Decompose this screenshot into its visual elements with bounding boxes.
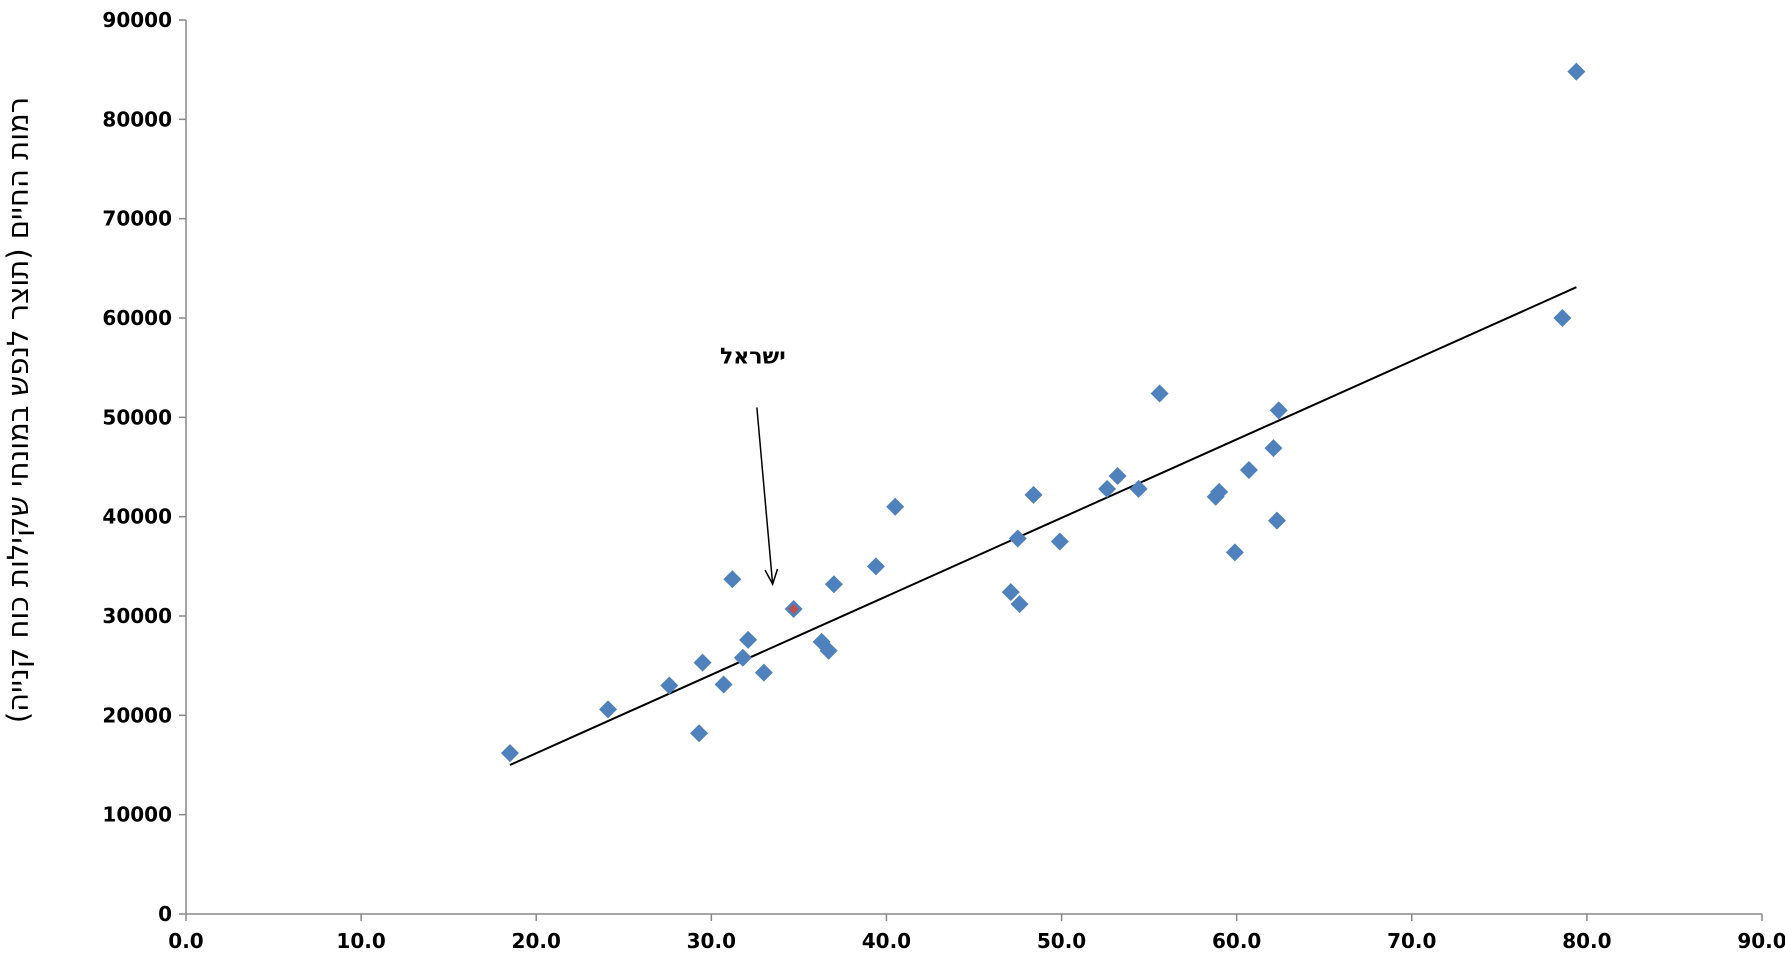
x-tick-label: 20.0 — [512, 929, 561, 953]
data-point — [1050, 532, 1069, 551]
x-tick-label: 60.0 — [1212, 929, 1261, 953]
data-point — [824, 575, 843, 594]
y-tick-label: 30000 — [102, 604, 172, 628]
data-point — [1553, 309, 1572, 327]
y-tick-label: 50000 — [102, 405, 172, 429]
data-point — [1098, 479, 1117, 498]
data-point — [1001, 583, 1020, 602]
y-tick-label: 0 — [158, 902, 172, 926]
x-tick-label: 0.0 — [168, 929, 203, 953]
data-point — [866, 557, 885, 576]
y-tick-label: 10000 — [102, 803, 172, 827]
data-point — [1108, 466, 1127, 485]
data-point — [1269, 401, 1288, 420]
y-axis-ticks: 0 10000 20000 30000 40000 50000 60000 70000 8000… — [102, 8, 186, 926]
data-point — [1267, 511, 1286, 530]
x-tick-label: 80.0 — [1562, 929, 1611, 953]
data-point — [1225, 543, 1244, 562]
annotation-arrow-head — [764, 568, 779, 587]
data-point — [1239, 460, 1258, 479]
data-point — [500, 744, 519, 763]
data-point — [723, 570, 742, 589]
data-points — [500, 62, 1586, 763]
data-point — [1264, 439, 1283, 458]
x-tick-label: 50.0 — [1037, 929, 1086, 953]
data-point — [690, 724, 709, 743]
data-point — [1129, 479, 1148, 498]
data-point — [1010, 595, 1029, 614]
x-axis-ticks: 0.0 10.0 20.0 30.0 40.0 50.0 60.0 70.0 80.0 90.0 — [168, 914, 1785, 953]
highlight-point — [788, 604, 799, 615]
israel-annotation: ישראל — [720, 344, 786, 587]
data-point — [693, 653, 712, 672]
data-point — [1210, 482, 1229, 501]
y-tick-label: 40000 — [102, 505, 172, 529]
trendline — [509, 286, 1577, 766]
x-tick-label: 40.0 — [862, 929, 911, 953]
x-tick-label: 90.0 — [1737, 929, 1785, 953]
data-point — [1024, 485, 1043, 504]
data-point — [599, 700, 618, 719]
y-tick-label: 80000 — [102, 107, 172, 131]
data-point — [660, 676, 679, 695]
annotation-arrow — [756, 407, 774, 585]
data-point — [886, 497, 905, 516]
data-point — [1150, 384, 1169, 403]
annotation-label: ישראל — [720, 344, 786, 369]
x-tick-label: 10.0 — [336, 929, 385, 953]
y-tick-label: 70000 — [102, 207, 172, 231]
y-tick-label: 20000 — [102, 703, 172, 727]
x-tick-label: 70.0 — [1387, 929, 1436, 953]
data-point — [1567, 62, 1586, 81]
x-tick-label: 30.0 — [687, 929, 736, 953]
y-tick-label: 60000 — [102, 306, 172, 330]
data-point — [819, 641, 838, 660]
data-point — [754, 663, 773, 682]
y-axis-title: רמות החיים (תוצר לנפש במונחי שקילות כוח … — [1, 97, 35, 723]
data-point — [1008, 529, 1027, 548]
y-tick-label: 90000 — [102, 8, 172, 32]
data-point — [714, 675, 733, 694]
data-point — [739, 630, 758, 649]
data-point — [733, 648, 752, 667]
